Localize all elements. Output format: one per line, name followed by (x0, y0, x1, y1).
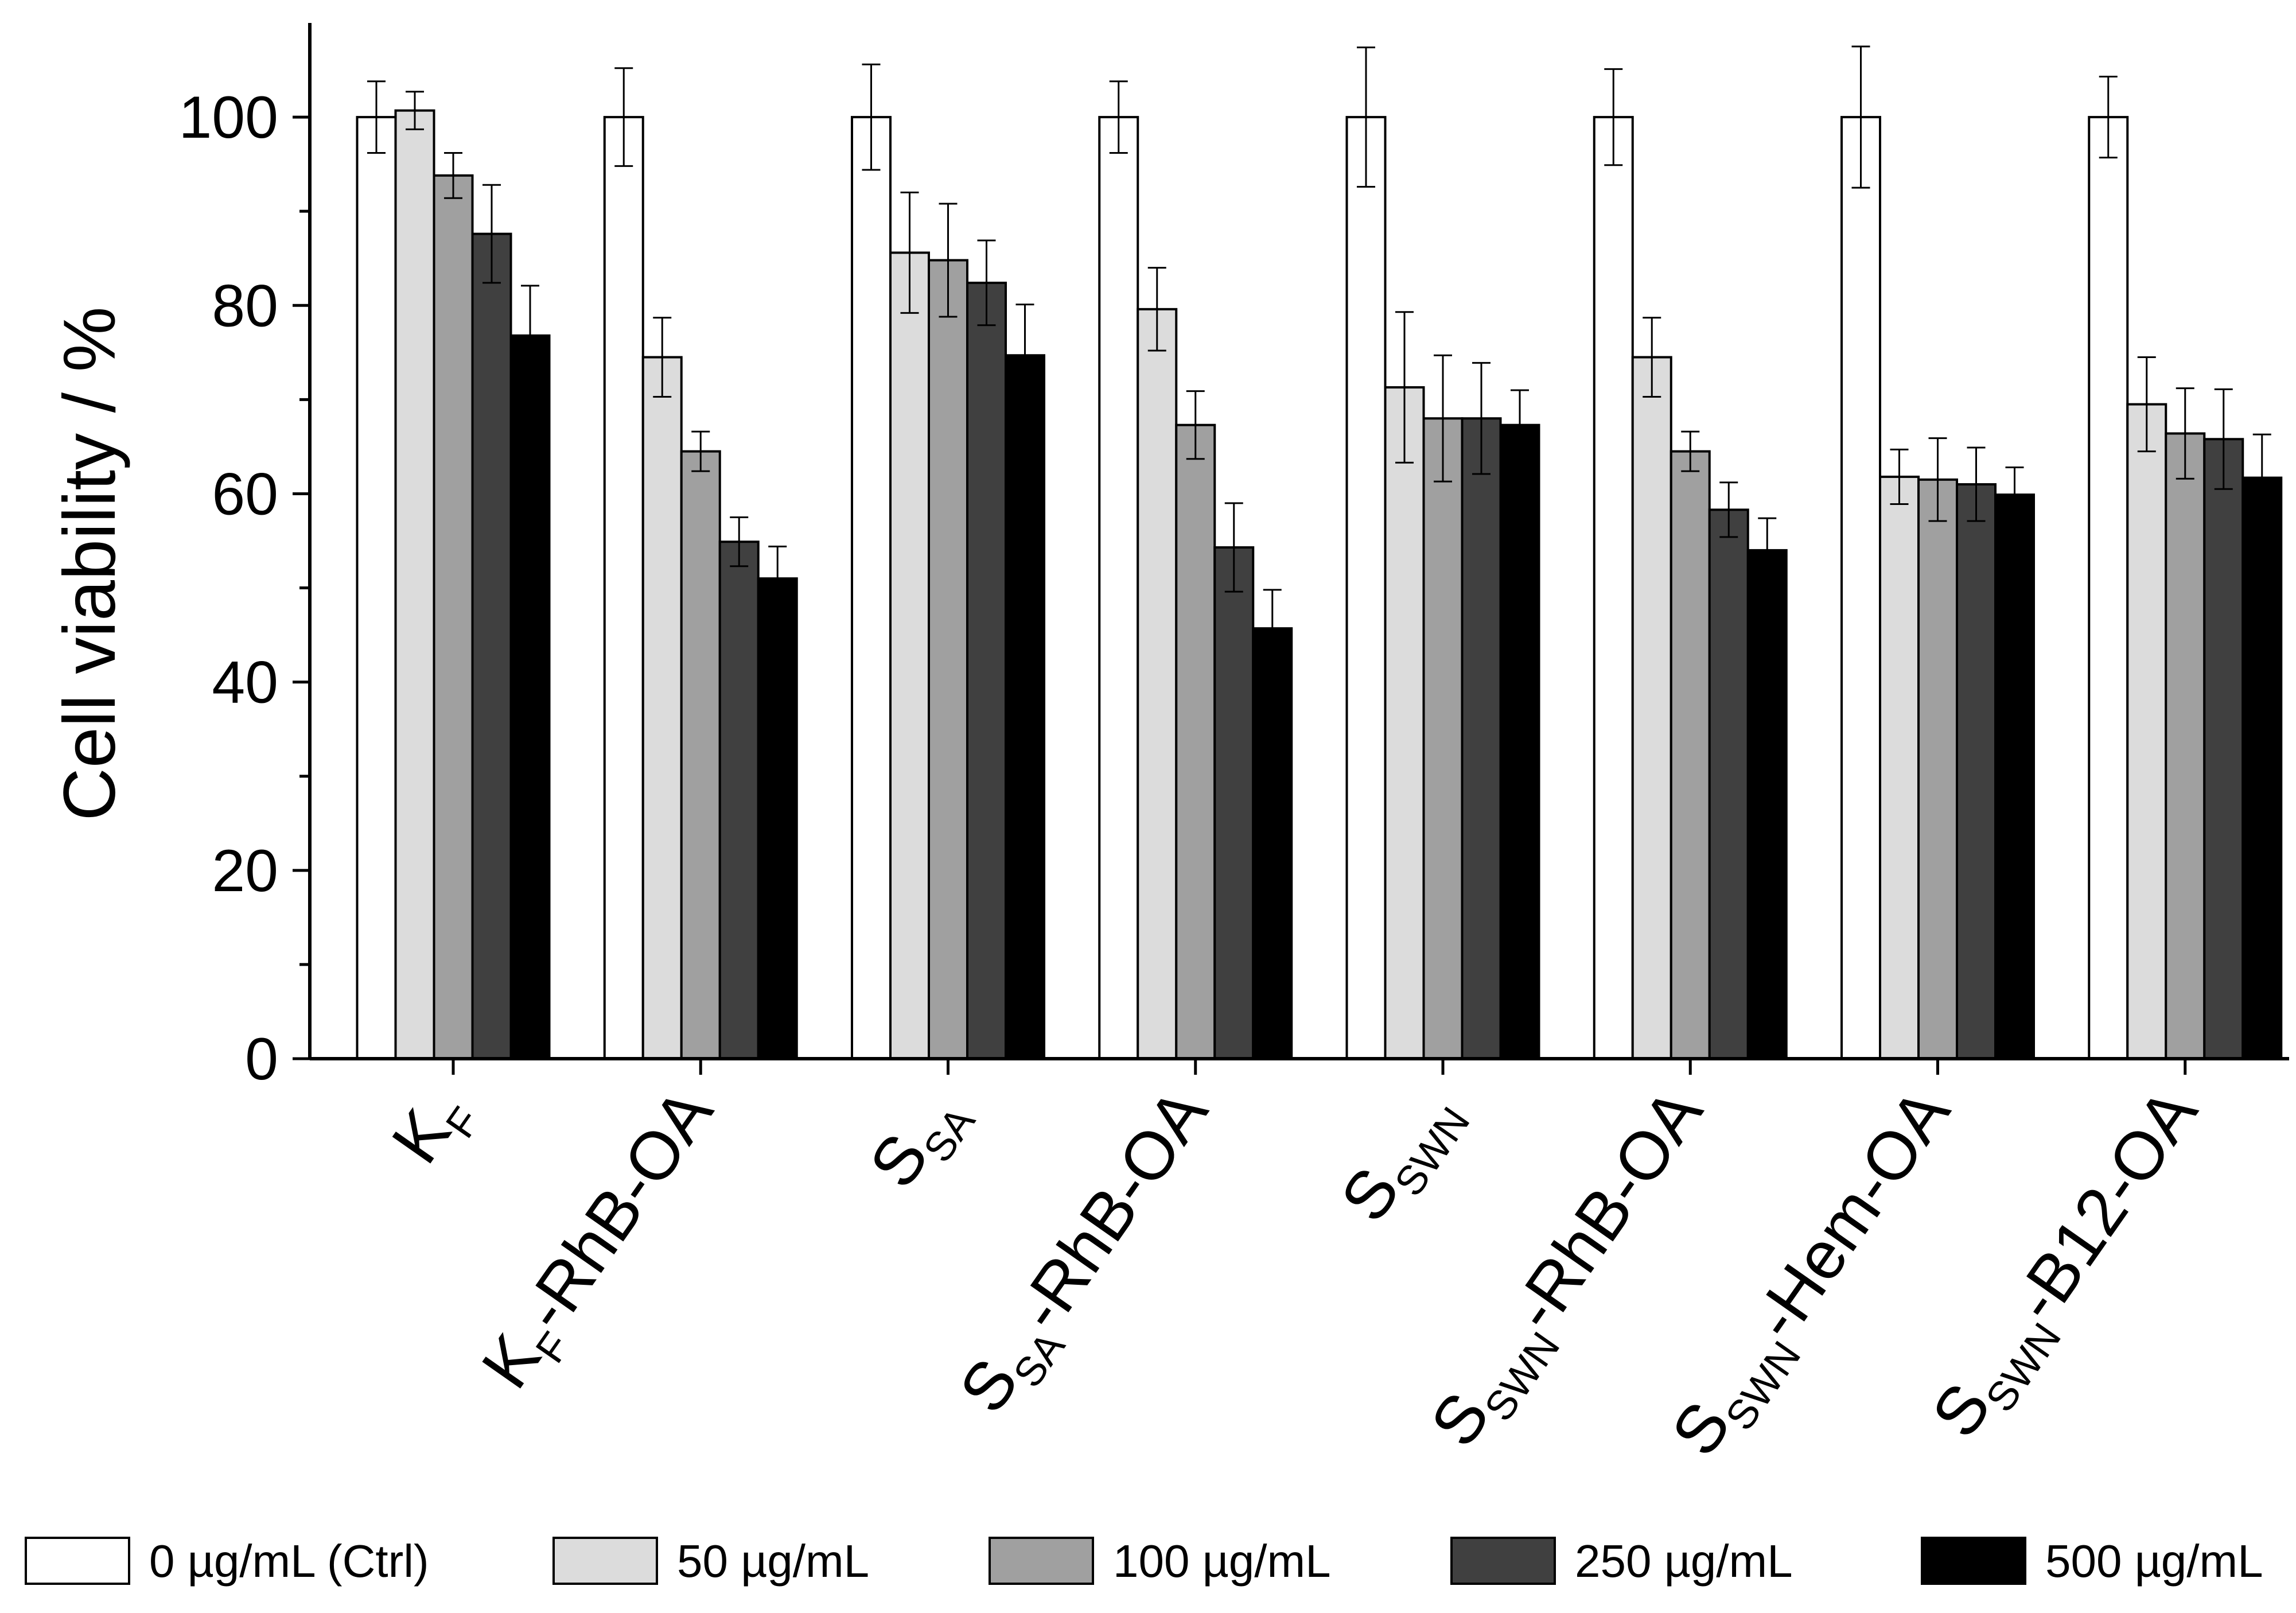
bar (1994, 493, 2035, 1060)
y-tick-label: 100 (178, 84, 278, 151)
legend-swatch (552, 1537, 658, 1585)
bar (2241, 476, 2283, 1060)
x-tick-label: SSA-RhB-OA (945, 1075, 1231, 1433)
x-tick-label-suffix: -Hem-OA (1738, 1075, 1964, 1353)
y-axis-label: Cell viability / % (49, 306, 131, 821)
x-tick-label-group: SSA-RhB-OA (945, 1075, 1231, 1433)
bar (1461, 417, 1502, 1060)
legend-swatch (989, 1537, 1094, 1585)
bar (1137, 308, 1178, 1060)
bar (1593, 116, 1634, 1060)
x-tick-label-group: SSWN (1326, 1075, 1479, 1241)
y-tick-label: 40 (212, 650, 278, 716)
bar (718, 541, 760, 1060)
bar (509, 334, 551, 1060)
bar (394, 109, 435, 1060)
legend-label: 250 µg/mL (1575, 1536, 1793, 1587)
bar (1631, 356, 1672, 1060)
bar (1746, 549, 1788, 1060)
bar (966, 281, 1007, 1060)
bar (433, 174, 474, 1060)
bar (1840, 116, 1881, 1060)
bar (889, 251, 930, 1060)
y-tick-label: 0 (245, 1026, 278, 1093)
legend-swatch (25, 1537, 130, 1585)
bar (471, 232, 512, 1060)
bar (1098, 116, 1139, 1060)
legend-label: 0 µg/mL (Ctrl) (149, 1536, 429, 1587)
bar (851, 116, 892, 1060)
x-tick-label: KF-RhB-OA (468, 1075, 737, 1408)
x-tick-label-group: KF (378, 1075, 489, 1183)
bar (1708, 508, 1749, 1060)
x-tick-label-suffix: -B12-OA (1999, 1075, 2212, 1335)
bar (603, 116, 644, 1060)
bar (1670, 450, 1711, 1060)
x-tick-label-group: SSA (855, 1075, 984, 1207)
bar (1345, 116, 1387, 1060)
x-tick-label-suffix: -RhB-OA (1497, 1075, 1717, 1344)
y-tick-label: 60 (212, 461, 278, 527)
bar (1422, 417, 1464, 1060)
bar (680, 450, 721, 1060)
bar (928, 259, 968, 1060)
bar (1879, 475, 1920, 1060)
x-tick-label-group: SSWN-B12-OA (1917, 1075, 2221, 1457)
bar (2088, 116, 2129, 1060)
bar (2203, 438, 2244, 1060)
x-tick-label: KF (378, 1075, 489, 1183)
x-tick-label: SSA (855, 1075, 984, 1207)
y-tick-label: 20 (212, 838, 278, 904)
bar (2126, 403, 2167, 1060)
bar (2165, 432, 2206, 1060)
x-tick-label-suffix: -RhB-OA (1002, 1075, 1222, 1344)
bar (1956, 483, 1997, 1060)
bar (1175, 423, 1216, 1060)
bar (356, 116, 397, 1060)
bar (1499, 423, 1540, 1060)
bar (1384, 386, 1425, 1060)
bar (1213, 546, 1255, 1060)
x-tick-label-group: KF-RhB-OA (468, 1075, 737, 1408)
legend-swatch (1450, 1537, 1556, 1585)
legend-label: 50 µg/mL (677, 1536, 869, 1587)
legend-swatch (1921, 1537, 2026, 1585)
x-tick-label-suffix: -RhB-OA (508, 1075, 727, 1344)
x-tick-label: SSWN-B12-OA (1917, 1075, 2221, 1457)
x-tick-label: SSWN (1326, 1075, 1479, 1241)
bar (757, 577, 798, 1060)
bar (1252, 627, 1293, 1060)
y-tick-label: 80 (212, 273, 278, 339)
bar (1005, 354, 1045, 1060)
legend-label: 500 µg/mL (2045, 1536, 2263, 1587)
bar (1917, 478, 1958, 1060)
legend-label: 100 µg/mL (1113, 1536, 1331, 1587)
bar (641, 356, 683, 1060)
